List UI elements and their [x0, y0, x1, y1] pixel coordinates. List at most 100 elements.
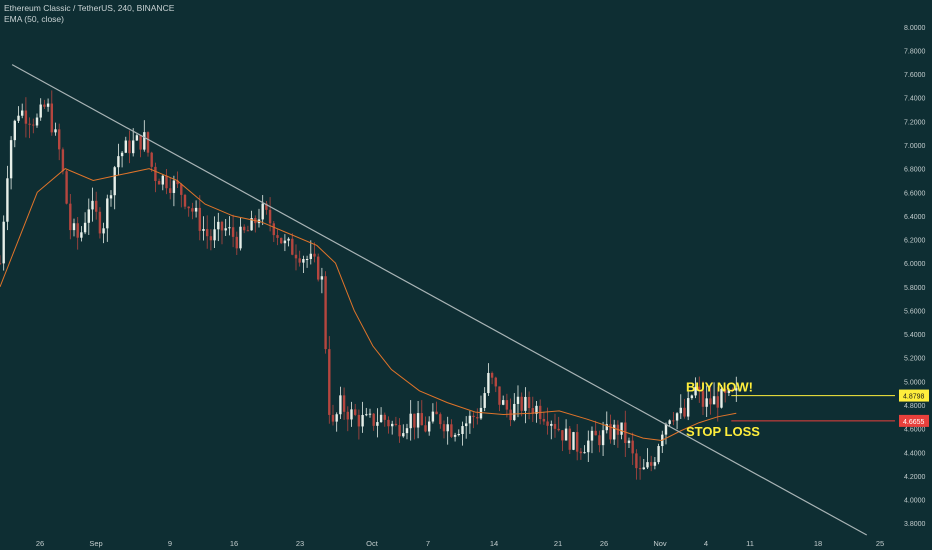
- candle-body: [187, 206, 190, 209]
- candle-body: [80, 232, 83, 238]
- x-tick-label: Nov: [653, 539, 667, 548]
- candle-body: [472, 415, 475, 418]
- candle-body: [24, 110, 28, 124]
- candle-body: [520, 396, 523, 411]
- candle-body: [672, 420, 675, 422]
- candle-body: [302, 259, 305, 263]
- candle-body: [161, 175, 164, 185]
- candle-body: [91, 200, 94, 210]
- candle-body: [220, 221, 224, 231]
- candle-body: [424, 425, 427, 432]
- candle-body: [516, 396, 520, 404]
- candle-body: [46, 103, 50, 107]
- candle-body: [87, 209, 90, 223]
- candle-body: [217, 221, 220, 230]
- candle-body: [109, 195, 113, 199]
- candle-body: [324, 276, 327, 350]
- candle-body: [605, 424, 608, 431]
- y-tick-label: 6.6000: [904, 190, 926, 197]
- y-tick-label: 4.8000: [904, 403, 926, 410]
- candle-body: [705, 398, 708, 407]
- x-tick-label: Sep: [89, 539, 102, 548]
- y-tick-label: 6.8000: [904, 167, 926, 174]
- time-axis[interactable]: 26 Sep 9 16 23 Oct 7 14 21 26 Nov 4 11 18 25: [36, 539, 884, 548]
- candle-body: [649, 462, 653, 466]
- candle-body: [157, 180, 161, 185]
- candle-body: [627, 440, 631, 444]
- candle-body: [239, 226, 242, 249]
- candle-body: [76, 223, 79, 238]
- candle-body: [17, 115, 20, 121]
- candle-body: [335, 414, 338, 422]
- candle-body: [65, 171, 68, 204]
- candle-body: [575, 432, 579, 452]
- candle-body: [2, 221, 5, 264]
- candle-body: [291, 238, 294, 255]
- candle-body: [124, 140, 127, 153]
- candle-body: [427, 421, 431, 432]
- candle-body: [287, 238, 290, 241]
- candle-body: [143, 132, 146, 150]
- candle-body: [553, 423, 557, 429]
- candle-body: [379, 414, 383, 423]
- candle-body: [468, 415, 472, 424]
- candle-body: [709, 398, 712, 405]
- candle-body: [250, 217, 253, 231]
- x-tick-label: 7: [426, 539, 430, 548]
- candle-body: [461, 426, 464, 435]
- price-axis[interactable]: 8.0000 7.8000 7.6000 7.4000 7.2000 7.0000 6.80…: [899, 25, 929, 528]
- x-tick-label: 9: [168, 539, 172, 548]
- candle-body: [583, 452, 586, 454]
- candle-body: [694, 386, 697, 396]
- y-tick-label: 5.8000: [904, 285, 926, 292]
- candle-body: [120, 152, 124, 157]
- buy-now-label: BUY NOW!: [686, 380, 753, 395]
- candle-body: [527, 396, 531, 409]
- y-tick-label: 4.0000: [904, 498, 926, 505]
- candle-body: [342, 395, 346, 412]
- x-tick-label: 26: [600, 539, 608, 548]
- x-tick-label: 4: [704, 539, 708, 548]
- candle-body: [501, 400, 505, 405]
- candle-body: [176, 180, 179, 185]
- candle-body: [128, 140, 131, 154]
- y-tick-label: 7.8000: [904, 48, 926, 55]
- candle-body: [316, 256, 320, 280]
- candle-body: [283, 240, 287, 244]
- candle-body: [598, 435, 601, 446]
- candle-body: [690, 395, 694, 399]
- y-tick-label: 6.2000: [904, 238, 926, 245]
- candle-body: [320, 276, 324, 280]
- candle-body: [550, 423, 553, 426]
- y-tick-label: 6.4000: [904, 214, 926, 221]
- candle-body: [339, 395, 342, 415]
- candle-body: [664, 423, 668, 435]
- x-tick-label: 16: [230, 539, 238, 548]
- candle-body: [268, 209, 272, 224]
- candle-body: [524, 396, 527, 411]
- candle-body: [32, 124, 35, 126]
- candle-body: [368, 413, 372, 415]
- candle-body: [675, 413, 679, 421]
- candle-body: [198, 207, 201, 231]
- candle-body: [242, 226, 246, 231]
- candle-body: [228, 227, 231, 229]
- candle-body: [102, 228, 105, 234]
- candle-body: [638, 468, 642, 470]
- candle-body: [376, 422, 379, 426]
- candle-body: [35, 117, 39, 126]
- candle-body: [6, 178, 9, 222]
- candle-body: [442, 424, 446, 432]
- candle-body: [20, 110, 24, 116]
- x-tick-label: Oct: [366, 539, 379, 548]
- candle-body: [561, 430, 564, 441]
- candle-body: [542, 418, 546, 422]
- candle-body: [701, 390, 705, 407]
- candle-body: [194, 207, 198, 212]
- candle-body: [579, 451, 583, 454]
- candle-body: [409, 413, 412, 429]
- candle-body: [683, 407, 686, 417]
- candle-body: [446, 424, 449, 432]
